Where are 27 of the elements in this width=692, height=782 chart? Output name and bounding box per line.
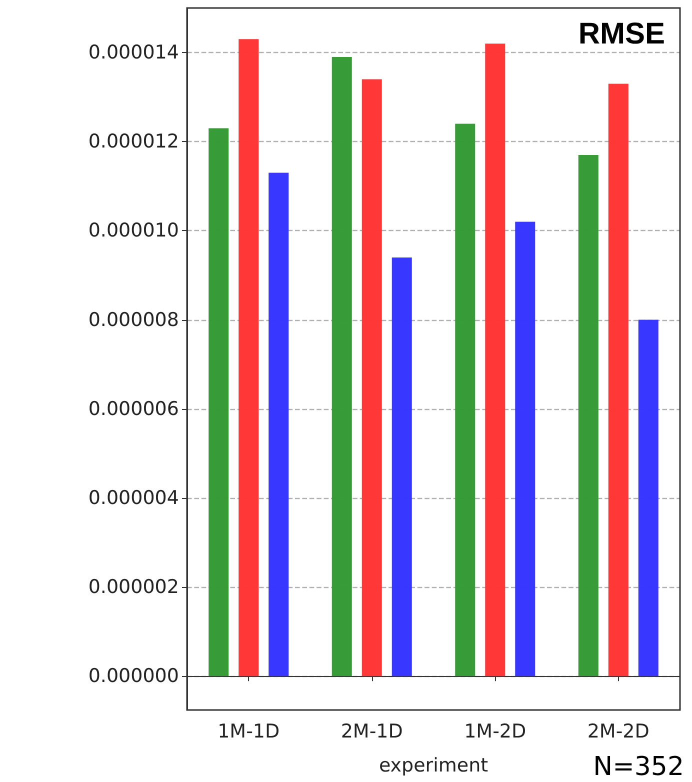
x-axis-title: experiment [378, 754, 488, 776]
x-tick-label: 2M-1D [340, 720, 403, 742]
bar [362, 79, 382, 676]
y-tick-label: 0.000002 [88, 576, 179, 598]
bar [208, 128, 229, 676]
y-tick-label: 0.000000 [88, 665, 179, 688]
bar [268, 172, 289, 676]
bar [392, 257, 412, 676]
y-tick-label: 0.000010 [88, 220, 179, 242]
bar [455, 124, 476, 676]
y-tick-label: 0.000012 [88, 130, 179, 153]
x-tick-label: 1M-2D [464, 720, 526, 742]
bar [578, 154, 598, 676]
bar [485, 44, 506, 676]
y-tick-label: 0.000004 [88, 486, 179, 509]
chart-title: RMSE [578, 18, 666, 50]
y-tick-label: 0.000008 [88, 308, 179, 331]
x-tick-label: 1M-1D [218, 720, 280, 742]
bar [608, 84, 628, 676]
text: N=352 [593, 752, 684, 782]
x-tick-label: 2M-2D [587, 720, 650, 742]
bar [515, 222, 536, 676]
bar [332, 56, 352, 676]
y-tick-label: 0.000006 [88, 398, 179, 420]
bar [238, 39, 259, 676]
y-tick-label: 0.000014 [88, 42, 179, 64]
bar [638, 320, 658, 676]
